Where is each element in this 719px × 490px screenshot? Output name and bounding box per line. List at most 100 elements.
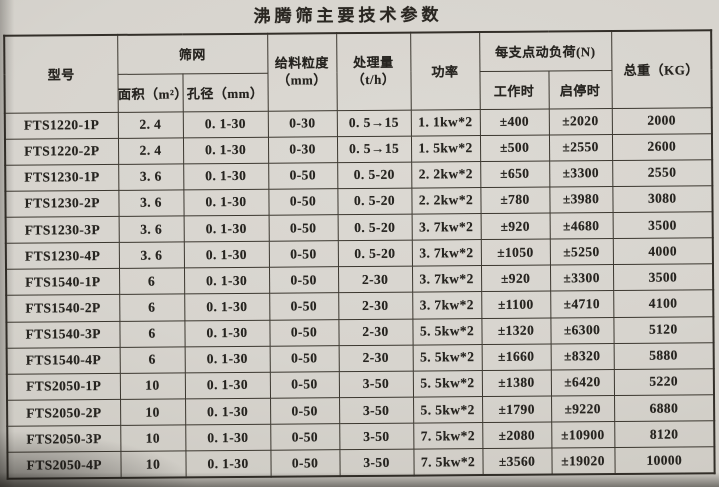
value-cell: ±3560 [482, 448, 552, 476]
value-cell: 0-50 [270, 449, 340, 477]
value-cell: 0. 5→15 [336, 135, 412, 163]
value-cell: 3. 6 [118, 189, 184, 217]
header-working: 工作时 [479, 70, 549, 110]
model-cell: FTS2050-4P [7, 451, 121, 479]
value-cell: ±920 [481, 265, 551, 293]
value-cell: ±3300 [549, 160, 613, 187]
value-cell: 3080 [612, 185, 713, 213]
value-cell: 5880 [613, 342, 714, 370]
value-cell: 7. 5kw*2 [413, 448, 483, 476]
value-cell: 3. 7kw*2 [411, 213, 481, 241]
value-cell: 10 [120, 425, 186, 452]
table-header: 型号 筛网 给料粒度 （mm） 处理量 （t/h） 功率 每支点动负荷(N) 总… [4, 30, 712, 113]
model-cell: FTS1220-1P [4, 111, 118, 139]
value-cell: 0-30 [267, 136, 338, 163]
value-cell: 5. 5kw*2 [412, 370, 483, 398]
value-cell: 0. 5-20 [337, 161, 412, 189]
value-cell: 5220 [613, 368, 715, 396]
value-cell: 3. 7kw*2 [412, 292, 482, 319]
value-cell: 5. 5kw*2 [412, 344, 482, 371]
table-row: FTS2050-4P 10 0. 1-30 0-50 3-50 7. 5kw*2 ±3560… [7, 447, 715, 479]
value-cell: 1. 1kw*2 [410, 109, 480, 136]
parameters-table-body: FTS1220-1P 2. 4 0. 1-30 0-30 0. 5→15 1. 1kw*2… [4, 107, 715, 479]
value-cell: ±1320 [481, 317, 551, 345]
value-cell: 2-30 [338, 292, 413, 320]
value-cell: ±6420 [550, 369, 615, 397]
value-cell: 3. 6 [118, 215, 184, 243]
value-cell: 0-50 [269, 293, 339, 320]
value-cell: 0. 1-30 [182, 110, 268, 138]
value-cell: 2-30 [338, 266, 413, 294]
model-cell: FTS1230-2P [5, 190, 119, 218]
model-cell: FTS2050-1P [6, 373, 121, 401]
value-cell: 4100 [613, 290, 714, 318]
model-cell: FTS1540-1P [6, 268, 120, 296]
value-cell: 7. 5kw*2 [413, 422, 483, 450]
header-weight: 总重（KG） [611, 30, 712, 109]
value-cell: 0. 1-30 [185, 450, 271, 478]
model-cell: FTS1540-3P [6, 321, 120, 349]
header-model: 型号 [4, 34, 118, 113]
value-cell: 5. 5kw*2 [413, 396, 483, 424]
value-cell: 2-30 [338, 344, 413, 372]
value-cell: ±2080 [482, 422, 552, 449]
value-cell: 0. 1-30 [183, 162, 269, 190]
value-cell: 2. 2kw*2 [411, 161, 481, 189]
value-cell: 0-50 [269, 345, 339, 373]
header-capacity-line2: （t/h） [351, 71, 396, 87]
value-cell: 0-50 [269, 371, 340, 399]
value-cell: ±1380 [481, 369, 552, 397]
value-cell: 0. 1-30 [182, 136, 269, 164]
value-cell: 6880 [614, 394, 715, 422]
value-cell: 3-50 [339, 423, 414, 450]
value-cell: 2. 4 [117, 111, 183, 139]
value-cell: 3-50 [338, 370, 414, 398]
model-cell: FTS1220-2P [4, 138, 119, 166]
value-cell: 0. 1-30 [184, 293, 270, 321]
header-startstop: 启停时 [548, 70, 612, 109]
value-cell: 0-50 [268, 214, 338, 242]
value-cell: 0. 1-30 [185, 398, 271, 426]
value-cell: 0. 1-30 [183, 215, 269, 243]
header-load-group: 每支点动负荷(N) [479, 31, 612, 72]
value-cell: ±920 [480, 213, 550, 240]
value-cell: 8120 [614, 420, 715, 448]
value-cell: ±19020 [551, 447, 615, 475]
header-capacity-line1: 处理量 [353, 54, 394, 70]
value-cell: 0-50 [270, 423, 340, 451]
value-cell: 0. 1-30 [183, 267, 270, 295]
value-cell: ±6300 [550, 317, 614, 344]
model-cell: FTS2050-2P [7, 399, 121, 427]
parameters-table: 型号 筛网 给料粒度 （mm） 处理量 （t/h） 功率 每支点动负荷(N) 总… [3, 29, 716, 480]
value-cell: 0-30 [267, 110, 337, 137]
value-cell: 3. 7kw*2 [412, 265, 482, 293]
value-cell: ±4710 [550, 290, 614, 318]
value-cell: 6 [119, 346, 185, 374]
value-cell: 2. 4 [117, 137, 184, 165]
value-cell: 3500 [613, 264, 714, 291]
value-cell: 0. 5-20 [337, 240, 413, 268]
value-cell: 2550 [612, 159, 713, 187]
value-cell: ±650 [480, 160, 550, 188]
header-feed-size-line2: （mm） [277, 72, 327, 88]
value-cell: 0. 1-30 [184, 345, 270, 373]
value-cell: 0. 1-30 [184, 372, 271, 399]
model-cell: FTS1540-2P [6, 294, 120, 322]
value-cell: 0. 1-30 [184, 319, 270, 347]
value-cell: ±780 [480, 186, 550, 214]
value-cell: 2000 [611, 107, 712, 135]
value-cell: 3. 6 [118, 242, 184, 269]
header-feed-size: 给料粒度 （mm） [267, 33, 337, 111]
value-cell: 3500 [612, 211, 713, 239]
value-cell: ±1660 [481, 343, 551, 371]
value-cell: ±2550 [548, 134, 613, 161]
model-cell: FTS1230-4P [5, 242, 119, 270]
value-cell: 10 [120, 451, 186, 478]
model-cell: FTS2050-3P [7, 425, 121, 453]
model-cell: FTS1230-3P [5, 216, 119, 244]
value-cell: 0-50 [268, 240, 339, 268]
value-cell: ±10900 [551, 421, 615, 449]
value-cell: ±400 [479, 108, 549, 136]
